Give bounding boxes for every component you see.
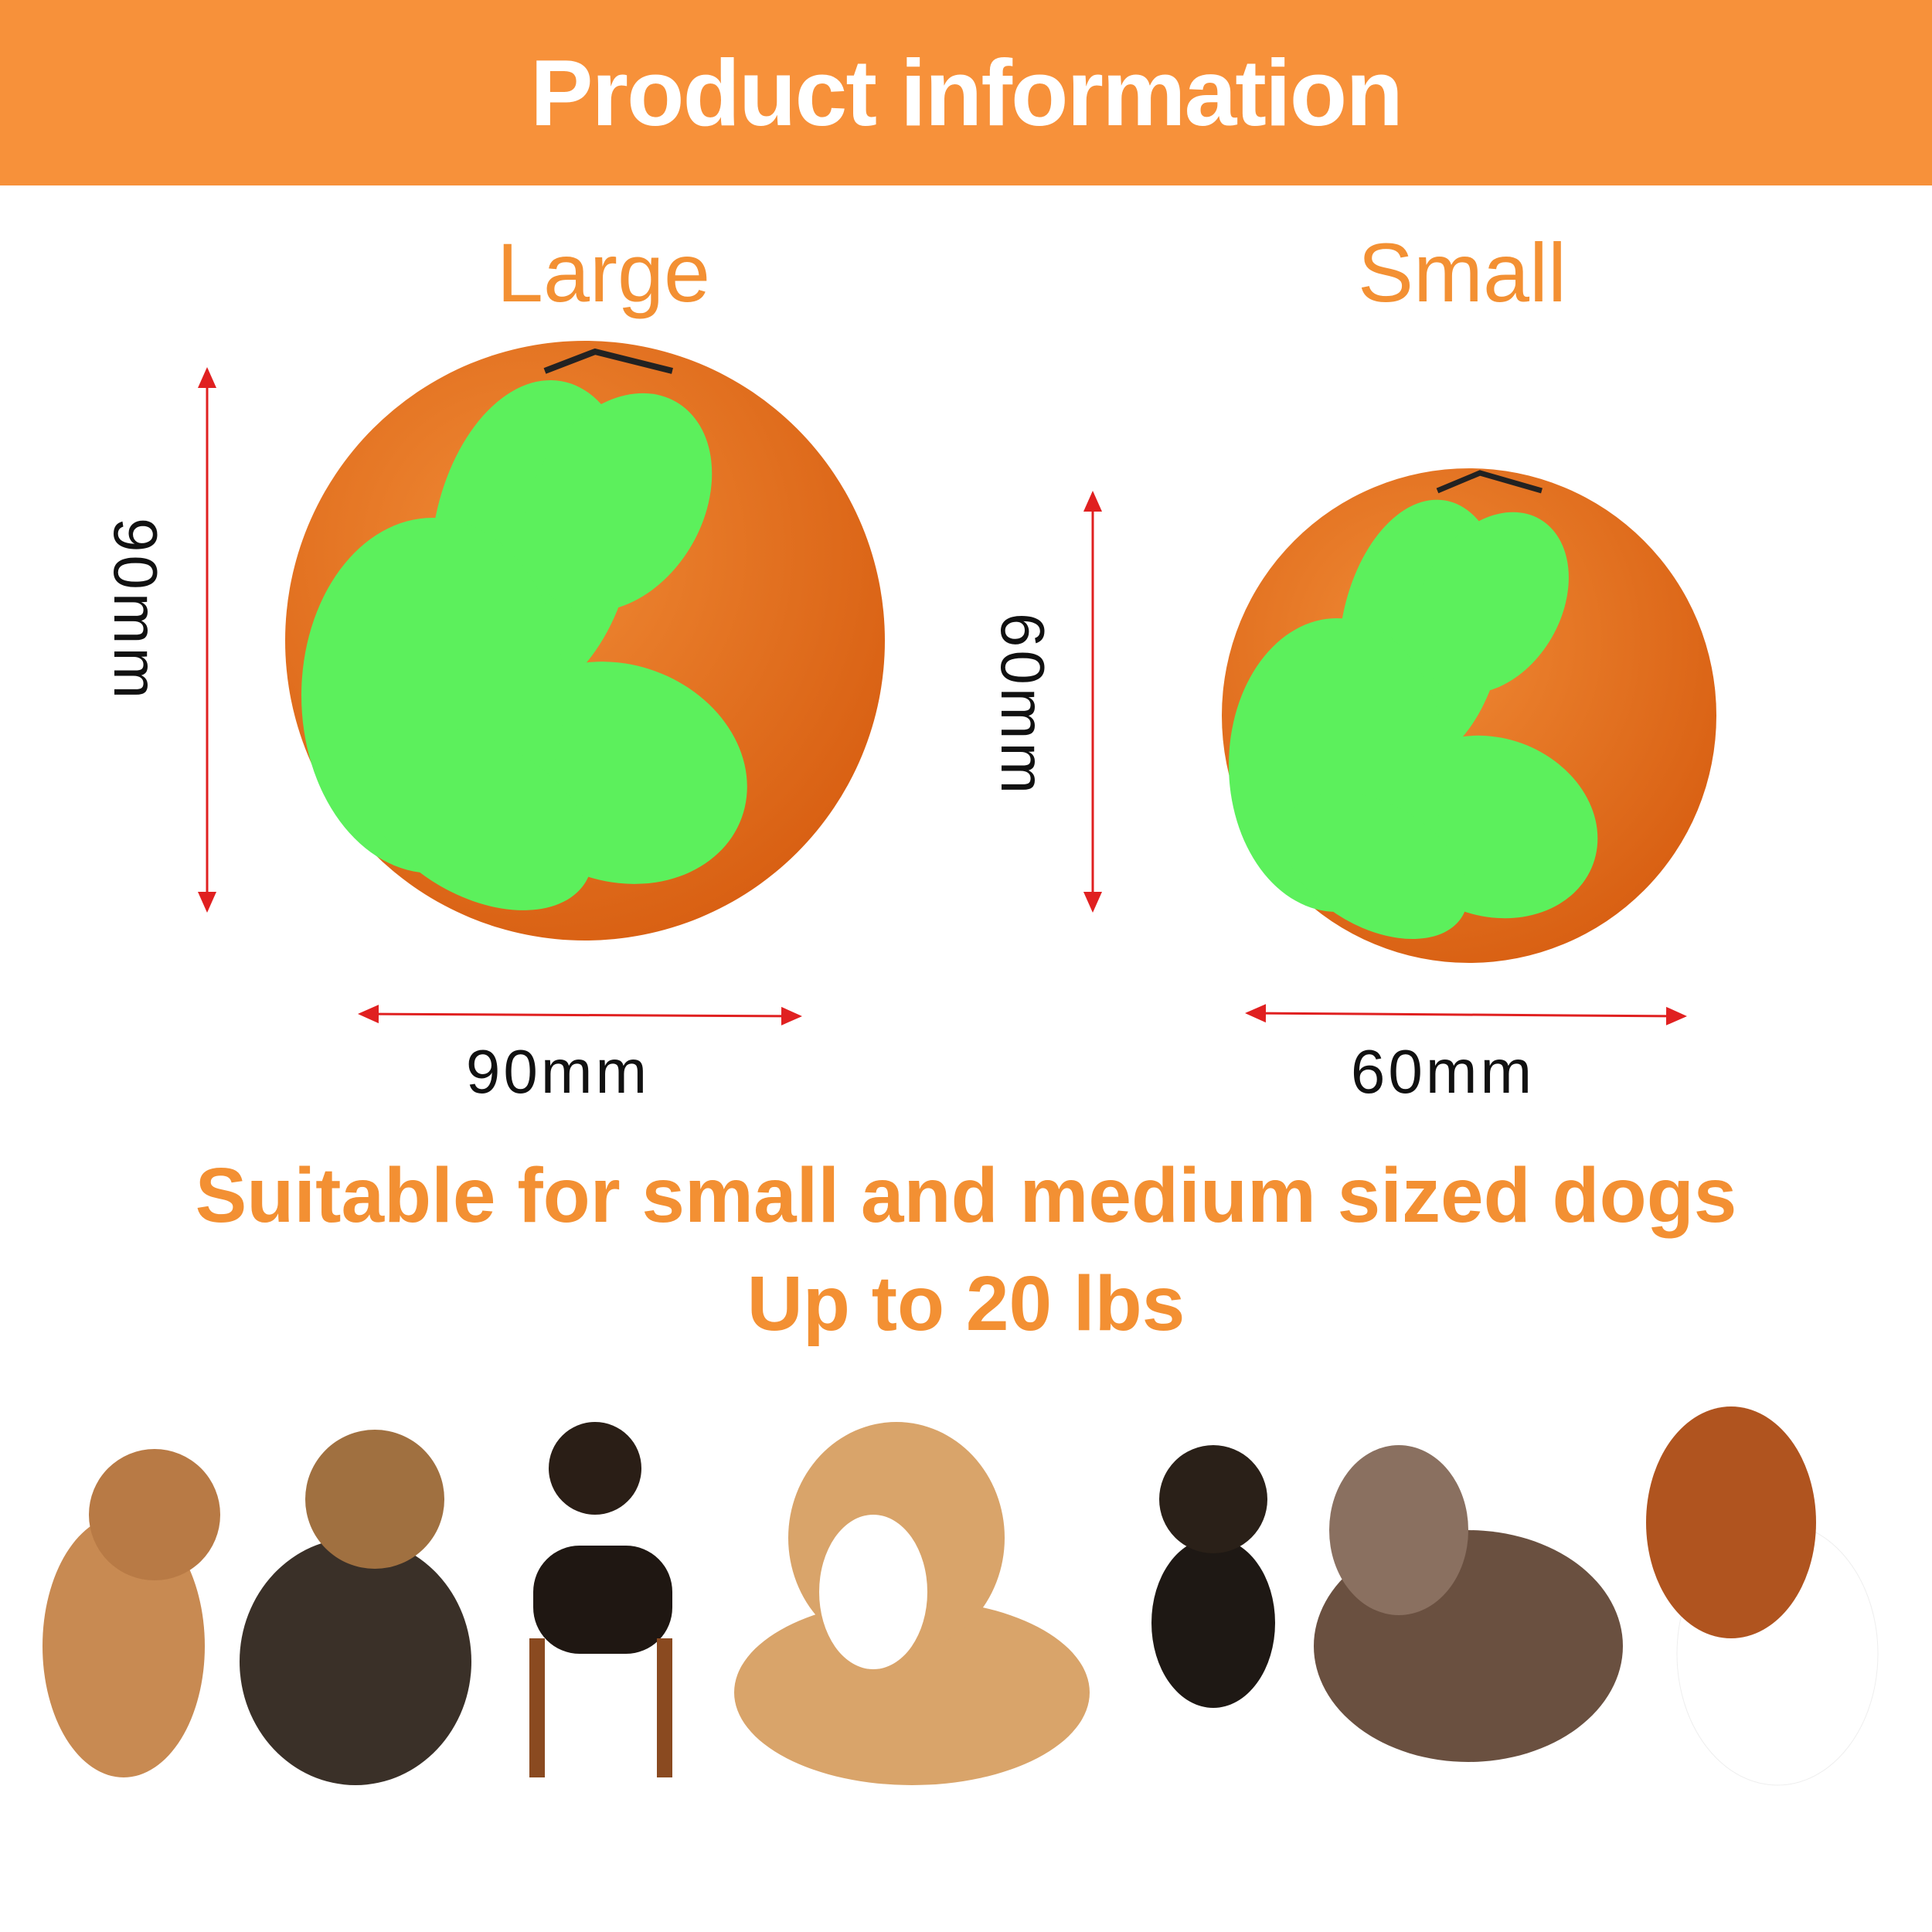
header-banner: Product information [0, 0, 1932, 185]
width-arrow-small [1245, 1004, 1687, 1026]
suitability-note: Suitable for small and medium sized dogs [195, 1152, 1737, 1239]
dog-shih-tzu [1314, 1445, 1623, 1762]
size-label-large: Large [496, 226, 711, 319]
size-label-small: Small [1357, 226, 1567, 319]
dog-cavalier-king-charles [1646, 1406, 1879, 1786]
dog-brussels-griffon [43, 1449, 220, 1777]
weight-limit-note: Up to 20 lbs [747, 1260, 1185, 1347]
height-label-large: 90mm [101, 517, 170, 702]
dog-miniature-pinscher [529, 1422, 672, 1777]
width-arrow-large [358, 1005, 802, 1026]
height-label-small: 60mm [988, 612, 1057, 798]
page-title: Product information [530, 40, 1403, 145]
dog-bull-terrier [734, 1422, 1090, 1785]
dogs-photo [43, 1406, 1879, 1786]
dog-chihuahua [1151, 1445, 1275, 1708]
large-ball-image [285, 341, 885, 940]
width-label-large: 90mm [465, 1037, 651, 1106]
width-label-small: 60mm [1350, 1037, 1536, 1106]
dog-yorkshire-terrier [240, 1430, 471, 1785]
small-ball-image [1222, 468, 1716, 963]
